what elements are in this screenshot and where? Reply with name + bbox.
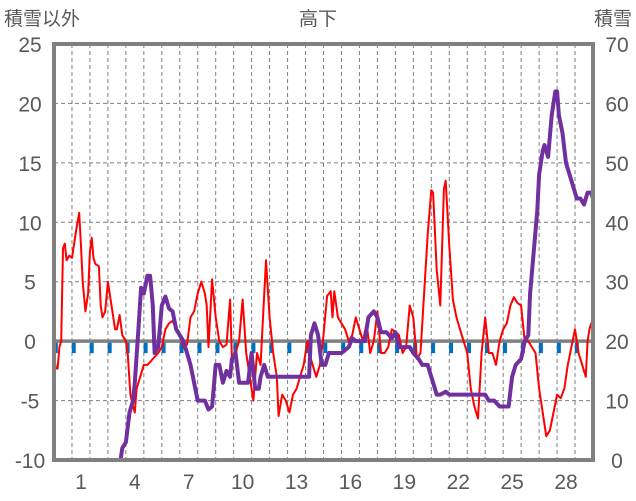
left-tick-label: 20 <box>18 93 41 116</box>
blue-marker <box>341 341 346 354</box>
blue-marker <box>161 341 166 354</box>
right-axis-title: 積雪 <box>594 8 632 30</box>
chart-title: 高下 <box>299 8 337 30</box>
blue-marker <box>323 341 328 354</box>
right-tick-label: 20 <box>605 331 628 354</box>
gridlines <box>54 44 593 460</box>
blue-marker <box>71 341 76 354</box>
right-tick-label: 10 <box>605 391 628 414</box>
blue-marker <box>251 341 256 354</box>
right-tick-label: 70 <box>605 34 628 57</box>
blue-marker <box>233 341 238 354</box>
x-tick-label: 7 <box>183 471 195 494</box>
left-axis-ticks: 25 20 15 10 5 0 -5 -10 <box>15 34 45 473</box>
x-tick-label: 4 <box>129 471 141 494</box>
right-axis-ticks: 70 60 50 40 30 20 10 0 <box>605 34 628 473</box>
plot-border <box>52 42 595 462</box>
blue-marker <box>538 341 543 354</box>
blue-marker <box>556 341 561 354</box>
blue-marker <box>449 341 454 354</box>
blue-marker <box>484 341 489 354</box>
blue-marker <box>179 341 184 354</box>
x-tick-label: 28 <box>554 471 577 494</box>
blue-marker <box>359 341 364 354</box>
left-tick-label: 5 <box>24 272 36 295</box>
blue-marker <box>377 341 382 354</box>
blue-marker <box>287 341 292 354</box>
blue-marker <box>269 341 274 354</box>
x-tick-label: 10 <box>231 471 254 494</box>
x-axis-ticks: 1 4 7 10 13 16 19 22 25 28 <box>75 471 578 494</box>
blue-marker <box>143 341 148 354</box>
left-axis-title: 積雪以外 <box>4 8 80 30</box>
right-tick-label: 50 <box>605 153 628 176</box>
blue-marker <box>197 341 202 354</box>
x-tick-label: 19 <box>393 471 416 494</box>
x-tick-label: 13 <box>285 471 308 494</box>
plot-frame <box>52 42 595 462</box>
x-tick-label: 1 <box>75 471 87 494</box>
blue-marker <box>502 341 507 354</box>
x-tick-label: 16 <box>339 471 362 494</box>
blue-marker <box>431 341 436 354</box>
left-tick-label: 25 <box>18 34 41 57</box>
blue-marker <box>215 341 220 354</box>
right-tick-label: 40 <box>605 212 628 235</box>
x-tick-label: 25 <box>500 471 523 494</box>
right-tick-label: 0 <box>611 450 623 473</box>
x-tick-label: 22 <box>447 471 470 494</box>
left-tick-label: 15 <box>18 153 41 176</box>
blue-marker <box>107 341 112 354</box>
left-tick-label: -10 <box>15 450 45 473</box>
blue-marker <box>467 341 472 354</box>
temperature-line <box>53 179 594 438</box>
snow-depth-line <box>54 89 595 462</box>
blue-marker <box>89 341 94 354</box>
right-tick-label: 30 <box>605 272 628 295</box>
right-tick-label: 60 <box>605 93 628 116</box>
series-lines <box>53 89 595 462</box>
left-tick-label: -5 <box>21 391 40 414</box>
left-tick-label: 10 <box>18 212 41 235</box>
left-tick-label: 0 <box>24 331 36 354</box>
